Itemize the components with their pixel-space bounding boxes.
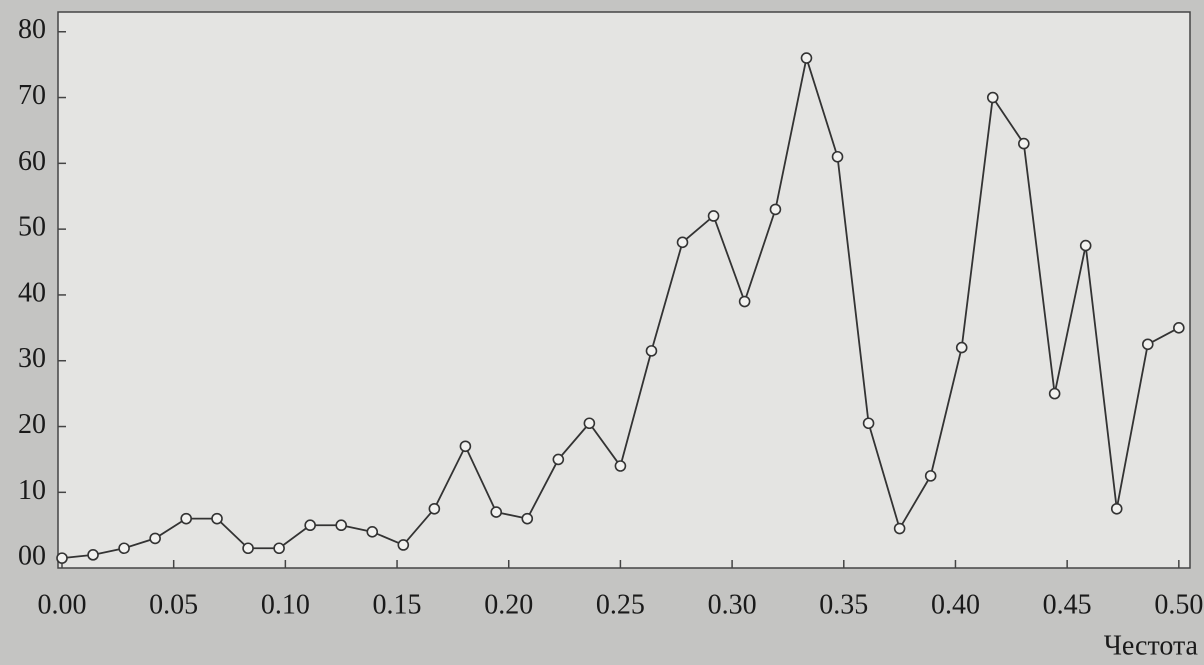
data-point bbox=[552, 453, 565, 466]
data-point bbox=[614, 460, 627, 472]
data-point bbox=[800, 52, 813, 64]
data-point bbox=[335, 519, 348, 532]
data-point bbox=[242, 542, 254, 555]
data-point bbox=[676, 236, 689, 249]
data-point bbox=[831, 150, 844, 163]
x-tick-label: 0.20 bbox=[484, 589, 533, 620]
y-tick-label: 20 bbox=[18, 409, 46, 440]
data-point bbox=[304, 519, 316, 532]
data-point bbox=[87, 549, 99, 561]
data-point bbox=[1048, 387, 1061, 400]
data-point bbox=[769, 203, 782, 216]
data-point bbox=[1079, 239, 1092, 252]
data-point bbox=[924, 470, 937, 482]
data-point bbox=[862, 417, 875, 430]
y-tick-label: 50 bbox=[18, 212, 46, 243]
y-tick-label: 60 bbox=[18, 146, 46, 177]
data-point bbox=[1018, 137, 1030, 150]
x-tick-label: 0.15 bbox=[373, 589, 422, 620]
y-tick-label: 00 bbox=[18, 541, 46, 572]
data-point bbox=[986, 91, 999, 104]
x-tick-label: 0.45 bbox=[1043, 589, 1092, 620]
x-tick-label: 0.30 bbox=[708, 589, 757, 620]
data-point bbox=[118, 542, 130, 555]
data-point bbox=[211, 512, 223, 525]
data-point bbox=[428, 502, 441, 515]
x-tick-label: 0.00 bbox=[38, 589, 87, 620]
x-tick-label: 0.25 bbox=[596, 589, 645, 620]
x-axis-label: Честота bbox=[1104, 630, 1199, 661]
data-point bbox=[366, 526, 379, 538]
x-tick-label: 0.40 bbox=[931, 589, 980, 620]
x-tick-label: 0.05 bbox=[149, 589, 198, 620]
data-point bbox=[459, 440, 472, 453]
data-point bbox=[583, 417, 596, 430]
data-point bbox=[1141, 338, 1154, 351]
data-point bbox=[1173, 322, 1185, 334]
data-point bbox=[955, 341, 968, 354]
data-point bbox=[707, 210, 720, 222]
data-point bbox=[180, 512, 192, 525]
data-point bbox=[738, 295, 751, 308]
x-tick-label: 0.50 bbox=[1154, 589, 1203, 620]
data-point bbox=[1110, 502, 1123, 515]
data-point bbox=[490, 506, 503, 518]
y-tick-label: 40 bbox=[18, 277, 46, 308]
data-point bbox=[893, 522, 906, 535]
y-tick-label: 30 bbox=[18, 343, 46, 374]
y-tick-label: 10 bbox=[18, 475, 46, 506]
data-point bbox=[149, 532, 161, 545]
plot-area bbox=[57, 11, 1191, 569]
y-tick-label: 70 bbox=[18, 80, 46, 111]
data-point bbox=[397, 539, 410, 551]
data-point bbox=[273, 542, 285, 555]
data-point bbox=[521, 512, 534, 525]
data-point bbox=[56, 552, 68, 564]
data-point bbox=[645, 345, 658, 357]
y-tick-label: 80 bbox=[18, 14, 46, 45]
x-tick-label: 0.10 bbox=[261, 589, 310, 620]
x-tick-label: 0.35 bbox=[819, 589, 868, 620]
